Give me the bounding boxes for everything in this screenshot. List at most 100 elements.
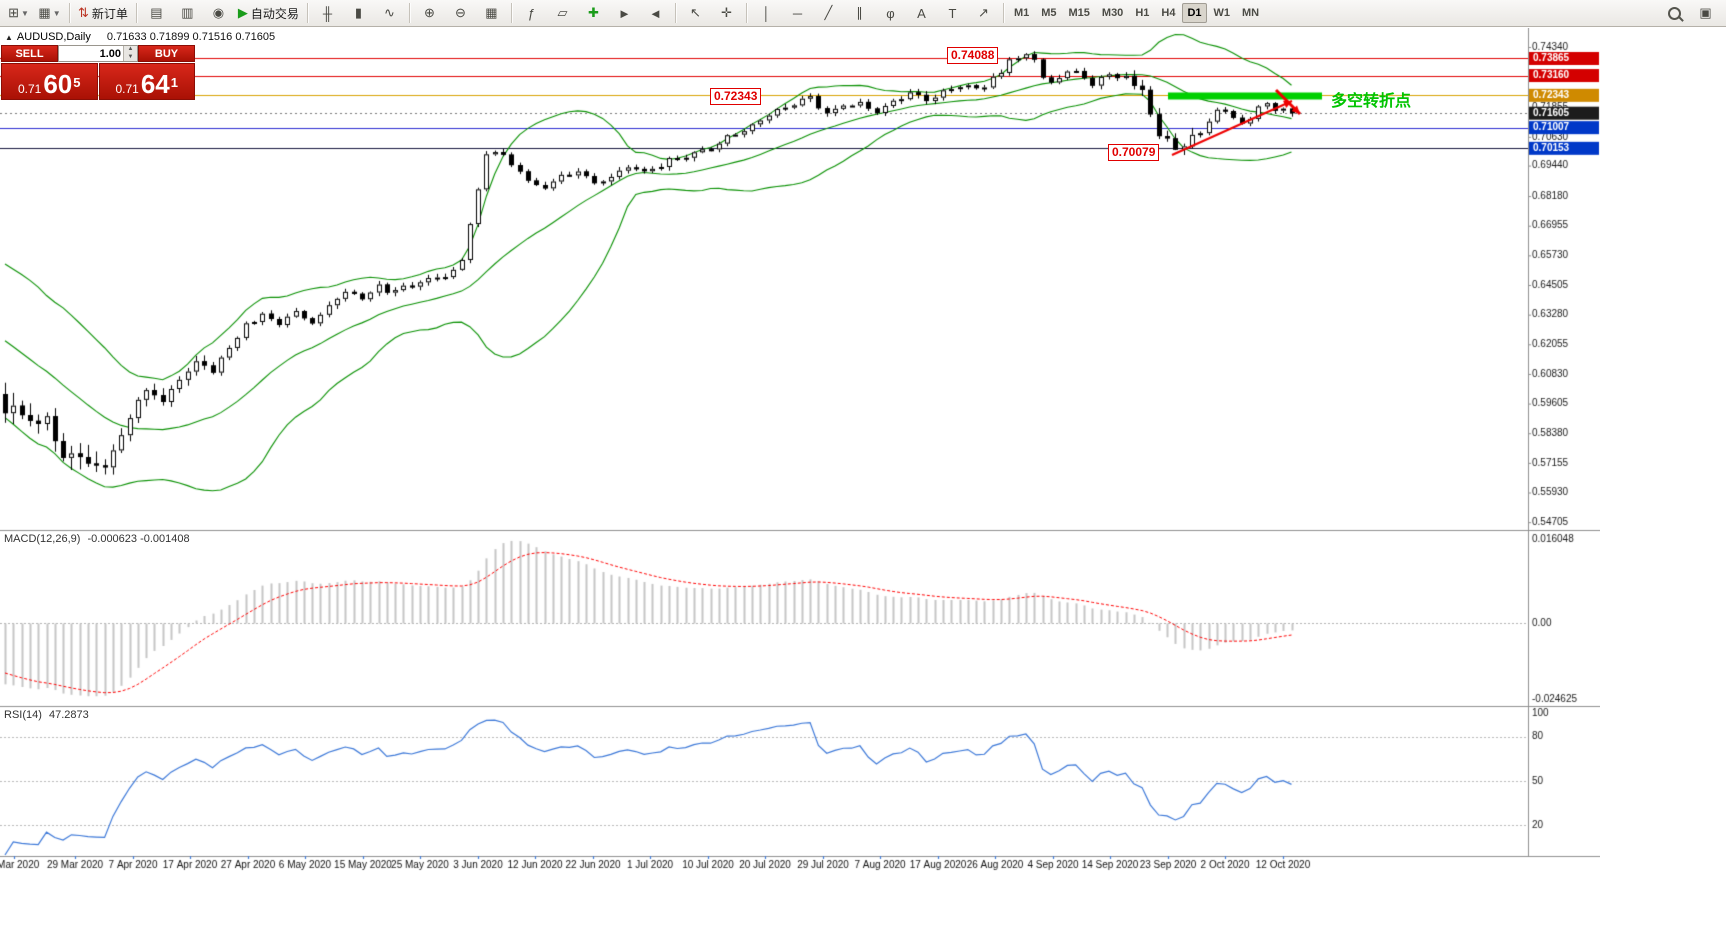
candlestick-chart-button[interactable]: ▮ — [343, 1, 374, 25]
new-order-label: 新订单 — [91, 6, 128, 21]
label-button[interactable]: T — [937, 1, 968, 25]
volume-field: ▲ ▼ — [58, 45, 138, 62]
vertical-line-icon: │ — [762, 5, 771, 21]
horizontal-line-button[interactable]: ─ — [782, 1, 813, 25]
label-icon: T — [948, 5, 957, 21]
auto-scroll-button[interactable]: ► — [609, 1, 640, 25]
buy-price-button[interactable]: 0.71 64 1 — [98, 63, 195, 100]
volume-up-icon[interactable]: ▲ — [124, 46, 137, 54]
arrange-windows-button[interactable]: ▦ — [476, 1, 507, 25]
channel-icon: ∥ — [856, 5, 863, 20]
sell-price-button[interactable]: 0.71 60 5 — [1, 63, 98, 100]
chart-symbol-icon: ▲ — [5, 32, 13, 42]
timeframe-m15[interactable]: M15 — [1068, 7, 1090, 19]
rsi-indicator-label: RSI(14) 47.2873 — [4, 709, 89, 721]
zoom-in-button[interactable]: ⊕ — [414, 1, 445, 25]
one-click-trading-panel: SELL ▲ ▼ BUY 0.71 60 5 0.71 64 1 — [1, 45, 195, 100]
toolbar: ⊞ ▼ ▦ ▼ ⇅ 新订单 ▤ ▥ ◉ ▶ 自动交易 ╫ ▮ ∿ ⊕ ⊖ ▦ ƒ ▱ ✚ ► ◄ ↖ ✛ │ ─ ╱ ∥ φ A T ↗ M1 M… — [0, 0, 1726, 27]
trendline-icon: ╱ — [824, 5, 833, 20]
zoom-out-icon: ⊖ — [454, 5, 466, 20]
price-label-mid[interactable]: 0.72343 — [710, 88, 762, 105]
cursor-icon: ↖ — [689, 5, 701, 20]
cursor-button[interactable]: ↖ — [680, 1, 711, 25]
toolbar-separator — [306, 3, 308, 23]
arrow-tools-icon: ↗ — [977, 5, 989, 20]
search-button[interactable] — [1659, 1, 1690, 25]
zoom-out-button[interactable]: ⊖ — [445, 1, 476, 25]
window-list-button[interactable]: ▣ — [1690, 1, 1721, 25]
search-icon — [1668, 6, 1681, 20]
sell-price-sup: 5 — [73, 75, 81, 90]
window-list-icon: ▣ — [1699, 5, 1712, 20]
rsi-name: RSI(14) — [4, 709, 42, 721]
horizontal-line-icon: ─ — [792, 5, 803, 21]
market-watch-icon: ▤ — [150, 5, 163, 20]
objects-list-icon: ▱ — [557, 5, 568, 20]
zoom-in-icon: ⊕ — [423, 5, 435, 20]
buy-button[interactable]: BUY — [138, 45, 195, 62]
timeframe-m5[interactable]: M5 — [1041, 7, 1057, 19]
new-chart-button[interactable]: ⊞ ▼ — [3, 1, 34, 25]
chart-window: ▲ AUDUSD,Daily 0.71633 0.71899 0.71516 0… — [0, 28, 1600, 872]
timeframe-w1[interactable]: W1 — [1213, 7, 1231, 19]
indicators-icon: ƒ — [527, 5, 536, 21]
timeframe-d1[interactable]: D1 — [1182, 3, 1207, 23]
macd-name: MACD(12,26,9) — [4, 533, 81, 545]
timeframe-h4[interactable]: H4 — [1161, 7, 1176, 19]
data-window-icon: ▥ — [181, 5, 194, 20]
navigator-button[interactable]: ◉ — [203, 1, 234, 25]
chart-shift-icon: ◄ — [649, 5, 662, 21]
price-chart-canvas[interactable] — [0, 28, 1600, 872]
buy-price-big: 64 — [140, 69, 170, 99]
profiles-icon: ▦ — [38, 5, 51, 20]
timeframe-m1[interactable]: M1 — [1013, 7, 1030, 19]
price-label-high[interactable]: 0.74088 — [947, 47, 999, 64]
trendline-button[interactable]: ╱ — [813, 1, 844, 25]
bar-chart-button[interactable]: ╫ — [312, 1, 343, 25]
toolbar-separator — [135, 3, 137, 23]
toolbar-separator — [745, 3, 747, 23]
vertical-line-button[interactable]: │ — [751, 1, 782, 25]
new-order-button[interactable]: ⇅ 新订单 — [74, 1, 132, 25]
chart-title: ▲ AUDUSD,Daily 0.71633 0.71899 0.71516 0… — [5, 31, 275, 43]
buy-price-prefix: 0.71 — [115, 82, 139, 96]
auto-scroll-icon: ► — [618, 5, 631, 21]
autotrading-button[interactable]: ▶ 自动交易 — [234, 1, 303, 25]
add-indicator-icon: ✚ — [587, 5, 599, 20]
market-watch-button[interactable]: ▤ — [141, 1, 172, 25]
data-window-button[interactable]: ▥ — [172, 1, 203, 25]
line-chart-button[interactable]: ∿ — [374, 1, 405, 25]
add-indicator-button[interactable]: ✚ — [578, 1, 609, 25]
arrange-windows-icon: ▦ — [485, 5, 498, 20]
toolbar-right-icons: ▣ — [1659, 2, 1721, 24]
sell-price-prefix: 0.71 — [17, 82, 42, 96]
new-order-icon: ⇅ — [78, 5, 89, 20]
navigator-icon: ◉ — [212, 5, 225, 20]
volume-stepper[interactable]: ▲ ▼ — [123, 46, 137, 61]
autotrading-label: 自动交易 — [250, 6, 299, 21]
crosshair-button[interactable]: ✛ — [711, 1, 742, 25]
volume-down-icon[interactable]: ▼ — [124, 53, 137, 61]
fibonacci-button[interactable]: φ — [875, 1, 906, 25]
chevron-down-icon: ▼ — [52, 8, 61, 18]
volume-input[interactable] — [59, 46, 123, 61]
toolbar-separator — [510, 3, 512, 23]
indicators-button[interactable]: ƒ — [516, 1, 547, 25]
macd-values: -0.000623 -0.001408 — [87, 533, 190, 545]
sell-price-big: 60 — [43, 69, 73, 99]
symbol-period-label: AUDUSD,Daily — [16, 31, 91, 43]
price-label-low[interactable]: 0.70079 — [1108, 144, 1160, 161]
chart-shift-button[interactable]: ◄ — [640, 1, 671, 25]
annotation-note: 多空转折点 — [1331, 93, 1412, 110]
timeframe-h1[interactable]: H1 — [1135, 7, 1150, 19]
objects-list-button[interactable]: ▱ — [547, 1, 578, 25]
timeframe-mn[interactable]: MN — [1242, 7, 1260, 19]
text-button[interactable]: A — [906, 1, 937, 25]
timeframe-m30[interactable]: M30 — [1101, 7, 1124, 19]
sell-button[interactable]: SELL — [1, 45, 58, 62]
chevron-down-icon: ▼ — [20, 8, 29, 18]
bar-chart-icon: ╫ — [322, 5, 333, 21]
channel-button[interactable]: ∥ — [844, 1, 875, 25]
arrow-tools-button[interactable]: ↗ — [968, 1, 999, 25]
profiles-button[interactable]: ▦ ▼ — [34, 1, 65, 25]
